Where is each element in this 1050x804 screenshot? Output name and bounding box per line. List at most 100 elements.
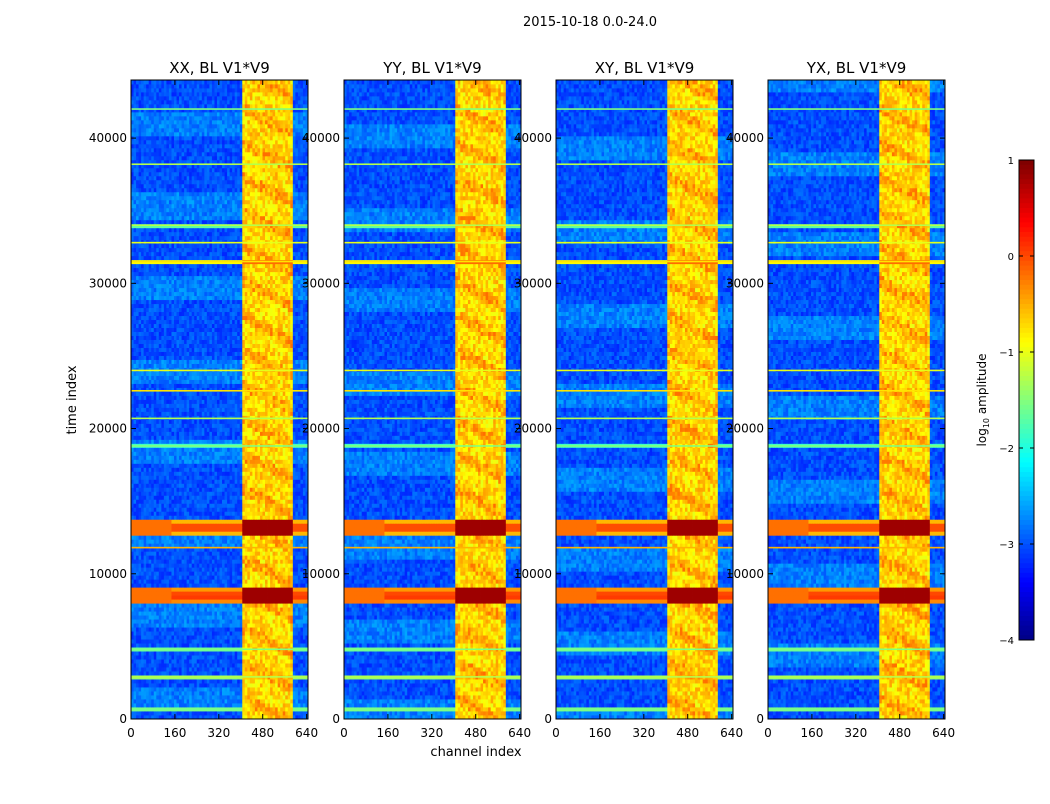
heatmap-cell — [275, 555, 278, 559]
heatmap-cell — [209, 555, 212, 559]
heatmap-cell — [189, 575, 192, 579]
heatmap-cell — [217, 563, 220, 567]
heatmap-cell — [184, 471, 187, 475]
heatmap-cell — [149, 535, 152, 539]
heatmap-cell — [149, 563, 152, 567]
heatmap-cell — [189, 627, 192, 631]
heatmap-cell — [283, 559, 286, 563]
heatmap-cell — [303, 499, 306, 503]
heatmap-cell — [275, 591, 278, 595]
heatmap-cell — [154, 479, 157, 483]
heatmap-cell — [270, 711, 273, 715]
heatmap-cell — [225, 599, 228, 603]
heatmap-cell — [199, 691, 202, 695]
heatmap-cell — [247, 655, 250, 659]
heatmap-cell — [154, 455, 157, 459]
heatmap-cell — [293, 639, 296, 643]
heatmap-cell — [300, 447, 303, 451]
heatmap-cell — [139, 535, 142, 539]
heatmap-cell — [139, 667, 142, 671]
heatmap-cell — [232, 655, 235, 659]
heatmap-cell — [283, 523, 286, 527]
heatmap-cell — [214, 471, 217, 475]
heatmap-cell — [159, 639, 162, 643]
heatmap-cell — [177, 599, 180, 603]
heatmap-cell — [242, 515, 245, 519]
heatmap-cell — [177, 707, 180, 711]
heatmap-cell — [159, 651, 162, 655]
heatmap-cell — [260, 531, 263, 535]
heatmap-cell — [283, 627, 286, 631]
heatmap-cell — [174, 447, 177, 451]
heatmap-cell — [199, 587, 202, 591]
heatmap-cell — [166, 659, 169, 663]
heatmap-cell — [290, 711, 293, 715]
heatmap-cell — [179, 679, 182, 683]
heatmap-cell — [227, 591, 230, 595]
heatmap-cell — [136, 511, 139, 515]
heatmap-cell — [237, 471, 240, 475]
heatmap-cell — [227, 527, 230, 531]
heatmap-cell — [250, 495, 253, 499]
heatmap-cell — [275, 599, 278, 603]
heatmap-cell — [182, 447, 185, 451]
heatmap-cell — [209, 691, 212, 695]
heatmap-cell — [182, 627, 185, 631]
heatmap-cell — [227, 479, 230, 483]
heatmap-cell — [283, 455, 286, 459]
heatmap-cell — [275, 575, 278, 579]
heatmap-cell — [245, 623, 248, 627]
heatmap-cell — [220, 507, 223, 511]
heatmap-cell — [262, 591, 265, 595]
heatmap-cell — [250, 455, 253, 459]
heatmap-cell — [214, 579, 217, 583]
heatmap-cell — [227, 499, 230, 503]
heatmap-cell — [217, 591, 220, 595]
heatmap-cell — [242, 455, 245, 459]
heatmap-cell — [164, 695, 167, 699]
heatmap-cell — [295, 659, 298, 663]
heatmap-cell — [252, 499, 255, 503]
heatmap-cell — [242, 687, 245, 691]
heatmap-cell — [207, 631, 210, 635]
heatmap-cell — [270, 491, 273, 495]
heatmap-cell — [230, 575, 233, 579]
heatmap-cell — [212, 643, 215, 647]
heatmap-cell — [222, 523, 225, 527]
heatmap-cell — [217, 655, 220, 659]
heatmap-cell — [283, 703, 286, 707]
heatmap-cell — [146, 531, 149, 535]
heatmap-cell — [227, 447, 230, 451]
heatmap-cell — [293, 575, 296, 579]
heatmap-cell — [154, 475, 157, 479]
heatmap-cell — [227, 539, 230, 543]
heatmap-cell — [159, 559, 162, 563]
heatmap-cell — [197, 515, 200, 519]
heatmap-cell — [141, 663, 144, 667]
heatmap-cell — [242, 495, 245, 499]
heatmap-cell — [171, 503, 174, 507]
heatmap-cell — [197, 707, 200, 711]
heatmap-cell — [166, 703, 169, 707]
heatmap-cell — [141, 639, 144, 643]
heatmap-cell — [250, 575, 253, 579]
heatmap-cell — [166, 483, 169, 487]
heatmap-cell — [278, 627, 281, 631]
heatmap-cell — [300, 523, 303, 527]
heatmap-cell — [151, 655, 154, 659]
heatmap-cell — [171, 483, 174, 487]
heatmap-cell — [146, 599, 149, 603]
heatmap-cell — [207, 483, 210, 487]
heatmap-cell — [154, 695, 157, 699]
heatmap-cell — [270, 451, 273, 455]
heatmap-cell — [222, 659, 225, 663]
heatmap-cell — [139, 475, 142, 479]
heatmap-cell — [285, 487, 288, 491]
heatmap-cell — [139, 707, 142, 711]
heatmap-cell — [182, 691, 185, 695]
heatmap-cell — [156, 691, 159, 695]
heatmap-cell — [197, 651, 200, 655]
heatmap-cell — [182, 703, 185, 707]
heatmap-cell — [174, 435, 177, 439]
heatmap-cell — [303, 583, 306, 587]
